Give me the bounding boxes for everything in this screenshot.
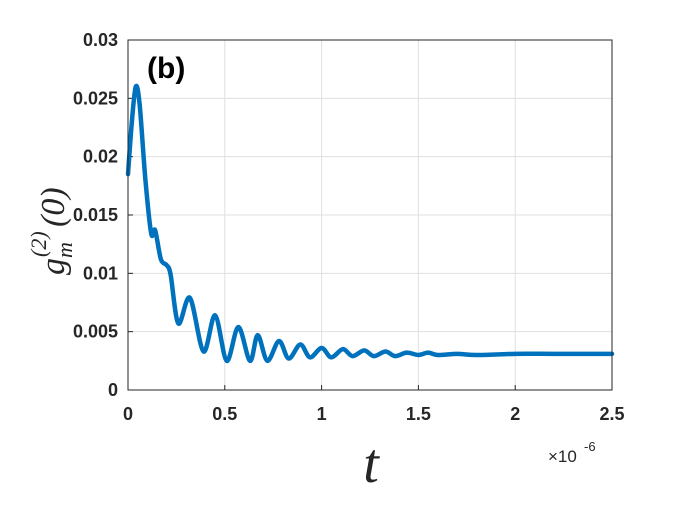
x-multiplier: ×10 [548, 447, 577, 466]
data-line [125, 83, 615, 364]
y-label-subscript: m [52, 242, 77, 258]
annotation: (b) [147, 52, 185, 85]
axes-box [127, 39, 613, 391]
x-tick-label: 0.5 [212, 404, 237, 424]
x-axis-label: t [363, 433, 380, 495]
x-tick-label: 0 [123, 404, 133, 424]
y-tick-label: 0.005 [73, 322, 118, 342]
x-tick-label: 2 [510, 404, 520, 424]
y-tick-label: 0.02 [83, 147, 118, 167]
x-tick-label: 2.5 [599, 404, 624, 424]
y-label-base: g [35, 258, 72, 275]
y-label-argument: (0) [35, 187, 72, 227]
y-tick-label: 0.01 [83, 263, 118, 283]
y-tick-label: 0.015 [73, 205, 118, 225]
x-tick-label: 1.5 [406, 404, 431, 424]
y-tick-label: 0.025 [73, 88, 118, 108]
x-multiplier-exponent: -6 [584, 439, 596, 454]
y-label-superscript: (2) [26, 231, 51, 257]
y-axis-label: g m (2) (0) [26, 187, 77, 275]
y-tick-label: 0.03 [83, 30, 118, 50]
y-tick-label: 0 [108, 380, 118, 400]
x-tick-label: 1 [317, 404, 327, 424]
